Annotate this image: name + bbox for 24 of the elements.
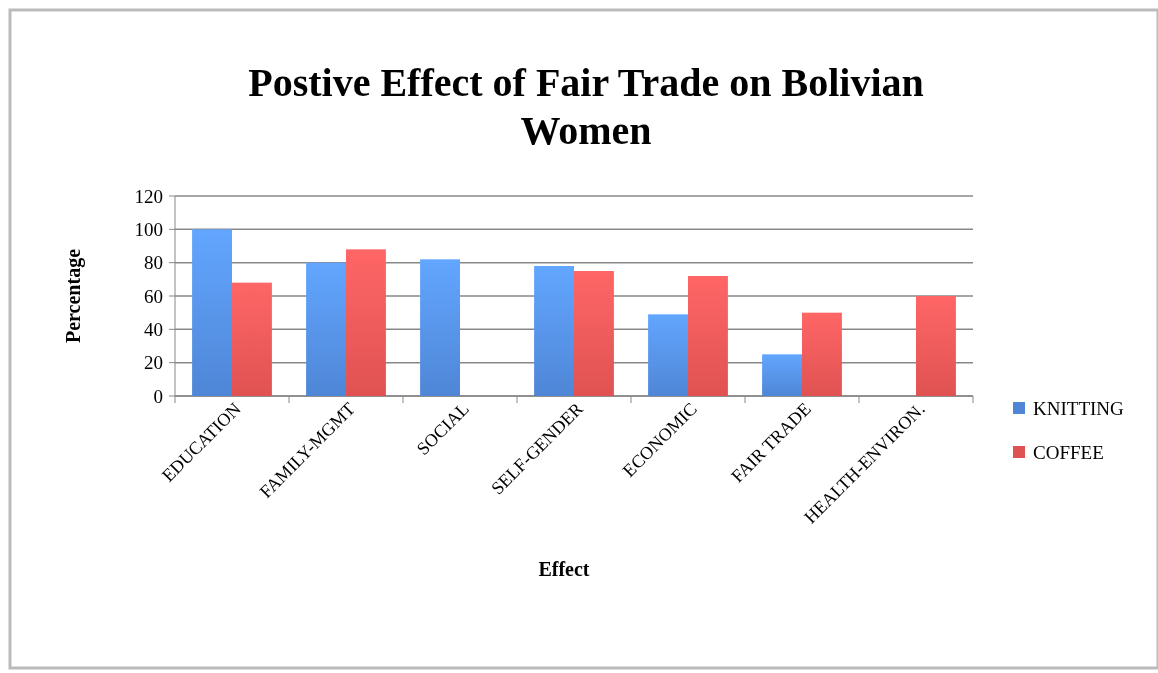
bar — [574, 271, 614, 396]
y-tick-label: 100 — [134, 218, 163, 240]
chart-title: Postive Effect of Fair Trade on Bolivian Women — [248, 60, 924, 153]
bar — [192, 229, 232, 396]
bar — [648, 314, 688, 396]
bar — [346, 249, 386, 396]
bar — [802, 312, 842, 396]
legend-label: KNITTING — [1033, 397, 1125, 419]
x-axis-title: Effect — [538, 558, 590, 580]
y-tick-label: 20 — [144, 352, 163, 374]
bar — [688, 276, 728, 396]
bar — [232, 282, 272, 396]
y-tick-label: 80 — [144, 252, 163, 274]
bar — [762, 354, 802, 396]
bar — [306, 262, 346, 396]
y-tick-label: 0 — [153, 385, 163, 407]
bar — [534, 266, 574, 396]
bar — [420, 259, 460, 396]
y-tick-label: 120 — [134, 185, 163, 207]
y-tick-label: 40 — [144, 318, 163, 340]
bar — [916, 296, 956, 396]
y-tick-label: 60 — [144, 285, 163, 307]
y-axis-title: Percentage — [62, 248, 85, 344]
legend-label: COFFEE — [1033, 441, 1104, 463]
